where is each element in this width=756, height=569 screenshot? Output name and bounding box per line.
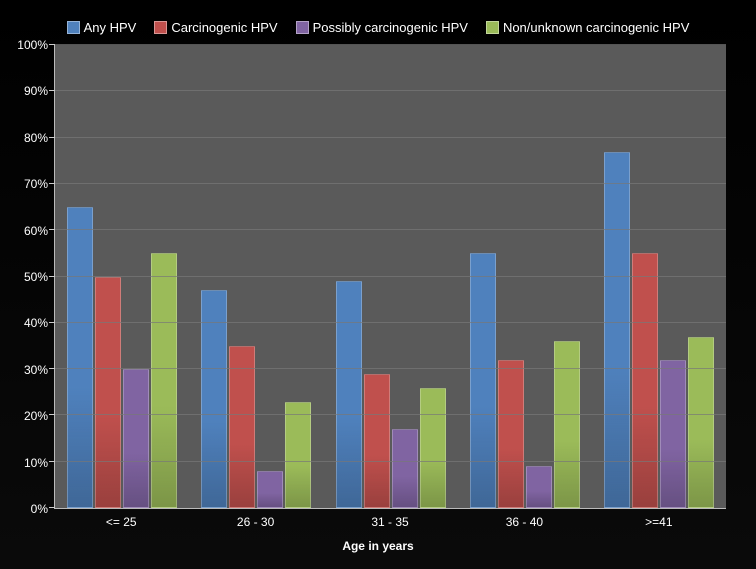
plot-area bbox=[54, 45, 726, 509]
plot-wrap: 0%10%20%30%40%50%60%70%80%90%100% <= 252… bbox=[10, 45, 746, 559]
bar-group bbox=[323, 45, 457, 508]
legend-item: Carcinogenic HPV bbox=[154, 20, 277, 35]
gridline bbox=[55, 322, 726, 323]
y-tick-label: 60% bbox=[24, 224, 48, 238]
y-tick-label: 100% bbox=[17, 38, 48, 52]
gridline bbox=[55, 276, 726, 277]
y-tick-mark bbox=[49, 461, 55, 462]
legend-label: Carcinogenic HPV bbox=[171, 20, 277, 35]
y-tick-mark bbox=[49, 44, 55, 45]
gridline bbox=[55, 44, 726, 45]
y-tick-mark bbox=[49, 414, 55, 415]
y-tick-label: 0% bbox=[31, 502, 48, 516]
legend-label: Non/unknown carcinogenic HPV bbox=[503, 20, 689, 35]
x-tick-label: 36 - 40 bbox=[457, 509, 591, 529]
y-tick-mark bbox=[49, 90, 55, 91]
y-tick-mark bbox=[49, 322, 55, 323]
y-tick-label: 10% bbox=[24, 456, 48, 470]
bar bbox=[660, 360, 686, 508]
bar bbox=[123, 369, 149, 508]
gridline bbox=[55, 183, 726, 184]
legend-swatch bbox=[154, 21, 167, 34]
bar bbox=[336, 281, 362, 508]
x-tick-label: <= 25 bbox=[54, 509, 188, 529]
gridline bbox=[55, 137, 726, 138]
bar bbox=[392, 429, 418, 508]
bar bbox=[470, 253, 496, 508]
legend-swatch bbox=[296, 21, 309, 34]
bar bbox=[95, 277, 121, 509]
bar-group bbox=[592, 45, 726, 508]
y-tick-mark bbox=[49, 137, 55, 138]
bar bbox=[229, 346, 255, 508]
gridline bbox=[55, 90, 726, 91]
y-tick-label: 40% bbox=[24, 316, 48, 330]
x-axis-title: Age in years bbox=[10, 529, 746, 559]
legend-label: Possibly carcinogenic HPV bbox=[313, 20, 468, 35]
legend-swatch bbox=[486, 21, 499, 34]
plot-row: 0%10%20%30%40%50%60%70%80%90%100% bbox=[10, 45, 746, 509]
x-axis-labels: <= 2526 - 3031 - 3536 - 40>=41 bbox=[10, 509, 746, 529]
y-tick-mark bbox=[49, 507, 55, 508]
gridline bbox=[55, 368, 726, 369]
bar bbox=[257, 471, 283, 508]
bar bbox=[554, 341, 580, 508]
gridline bbox=[55, 414, 726, 415]
bar-groups bbox=[55, 45, 726, 508]
y-tick-label: 70% bbox=[24, 177, 48, 191]
bar bbox=[498, 360, 524, 508]
bar-group bbox=[458, 45, 592, 508]
legend-label: Any HPV bbox=[84, 20, 137, 35]
legend: Any HPV Carcinogenic HPV Possibly carcinog… bbox=[67, 10, 690, 45]
bar bbox=[201, 290, 227, 508]
x-tick-label: 26 - 30 bbox=[188, 509, 322, 529]
y-tick-mark bbox=[49, 276, 55, 277]
y-tick-mark bbox=[49, 368, 55, 369]
y-axis: 0%10%20%30%40%50%60%70%80%90%100% bbox=[10, 45, 54, 509]
legend-item: Any HPV bbox=[67, 20, 137, 35]
bar bbox=[151, 253, 177, 508]
bar bbox=[67, 207, 93, 508]
bar-group bbox=[55, 45, 189, 508]
bar bbox=[420, 388, 446, 508]
y-tick-mark bbox=[49, 183, 55, 184]
gridline bbox=[55, 461, 726, 462]
chart-container: Any HPV Carcinogenic HPV Possibly carcinog… bbox=[0, 0, 756, 569]
x-tick-label: 31 - 35 bbox=[323, 509, 457, 529]
legend-item: Non/unknown carcinogenic HPV bbox=[486, 20, 689, 35]
bar bbox=[285, 402, 311, 508]
y-tick-label: 80% bbox=[24, 131, 48, 145]
gridline bbox=[55, 229, 726, 230]
x-tick-label: >=41 bbox=[592, 509, 726, 529]
y-tick-label: 20% bbox=[24, 409, 48, 423]
y-tick-label: 90% bbox=[24, 84, 48, 98]
bar bbox=[526, 466, 552, 508]
bar bbox=[604, 152, 630, 509]
legend-item: Possibly carcinogenic HPV bbox=[296, 20, 468, 35]
y-tick-label: 30% bbox=[24, 363, 48, 377]
legend-swatch bbox=[67, 21, 80, 34]
bar bbox=[364, 374, 390, 508]
bar-group bbox=[189, 45, 323, 508]
bar bbox=[688, 337, 714, 508]
y-tick-mark bbox=[49, 229, 55, 230]
y-tick-label: 50% bbox=[24, 270, 48, 284]
bar bbox=[632, 253, 658, 508]
